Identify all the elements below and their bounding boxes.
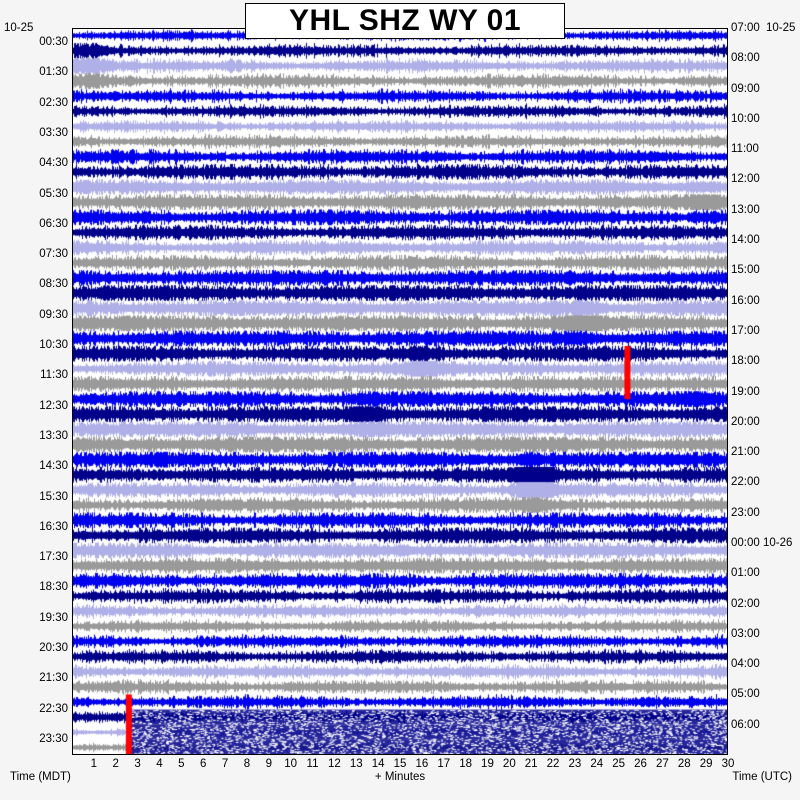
- right-tick-6: 13:00: [731, 203, 760, 216]
- minute-tick-11: 11: [306, 758, 319, 770]
- minute-tick-26: 26: [634, 758, 647, 770]
- right-tick-23: 06:00: [731, 718, 760, 731]
- right-tick-16: 23:00: [731, 506, 760, 519]
- right-tick-19: 02:00: [731, 597, 760, 610]
- right-tick-10: 17:00: [731, 324, 760, 337]
- right-tick-5: 12:00: [731, 173, 760, 186]
- left-tick-16: 16:30: [39, 520, 68, 533]
- left-tick-10: 10:30: [39, 339, 68, 352]
- right-tick-8: 15:00: [731, 264, 760, 277]
- left-tick-12: 12:30: [39, 399, 68, 412]
- right-axis-label: Time (UTC): [732, 771, 792, 783]
- right-tick-7: 14:00: [731, 234, 760, 247]
- minute-tick-20: 20: [502, 758, 516, 770]
- minute-tick-18: 18: [459, 758, 472, 770]
- left-tick-3: 03:30: [39, 127, 68, 140]
- right-tick-11: 18:00: [731, 355, 760, 368]
- minute-tick-1: 1: [90, 758, 98, 770]
- left-tick-17: 17:30: [39, 551, 68, 564]
- right-tick-0: 07:00: [731, 22, 760, 34]
- left-tick-0: 00:30: [39, 36, 68, 49]
- left-tick-23: 23:30: [39, 732, 68, 745]
- left-tick-6: 06:30: [39, 217, 68, 230]
- minute-tick-12: 12: [327, 758, 341, 770]
- left-tick-20: 20:30: [39, 641, 68, 654]
- x-axis-label: + Minutes: [374, 771, 426, 783]
- right-tick-18: 01:00: [731, 567, 760, 580]
- minute-tick-9: 9: [265, 758, 272, 770]
- left-tick-22: 22:30: [39, 702, 68, 715]
- left-tick-13: 13:30: [39, 429, 68, 442]
- minute-tick-25: 25: [612, 758, 626, 770]
- left-tick-1: 01:30: [39, 66, 68, 79]
- right-tick-9: 16:00: [731, 294, 760, 307]
- minute-tick-17: 17: [437, 758, 451, 770]
- left-tick-11: 11:30: [40, 369, 68, 382]
- station-title-box: YHL SHZ WY 01: [245, 3, 565, 39]
- minute-tick-27: 27: [655, 758, 669, 770]
- minute-tick-4: 4: [156, 758, 163, 770]
- minute-tick-16: 16: [415, 758, 429, 770]
- right-tick-14: 21:00: [731, 446, 760, 459]
- seismogram-canvas[interactable]: [72, 28, 728, 755]
- right-tick-13: 20:00: [731, 415, 760, 428]
- minute-tick-28: 28: [677, 758, 691, 770]
- right-tick-15: 22:00: [731, 476, 760, 489]
- right-tick-2: 09:00: [731, 82, 760, 95]
- minute-tick-7: 7: [221, 758, 229, 770]
- left-tick-7: 07:30: [39, 248, 68, 261]
- minute-tick-3: 3: [134, 758, 141, 770]
- seismogram-plot[interactable]: [72, 28, 728, 755]
- minute-tick-5: 5: [178, 758, 185, 770]
- left-tick-19: 19:30: [39, 611, 68, 624]
- minute-tick-2: 2: [112, 758, 119, 770]
- minute-tick-13: 13: [349, 758, 363, 770]
- date-label-right: 10-25: [766, 22, 796, 34]
- right-tick-17: 00:00 10-26: [731, 536, 793, 549]
- right-tick-4: 11:00: [731, 143, 759, 156]
- left-tick-14: 14:30: [39, 460, 68, 473]
- minute-tick-29: 29: [699, 758, 713, 770]
- minute-tick-15: 15: [393, 758, 407, 770]
- left-tick-21: 21:30: [39, 672, 68, 685]
- right-tick-1: 08:00: [731, 52, 760, 65]
- right-tick-21: 04:00: [731, 658, 760, 671]
- minute-tick-6: 6: [199, 758, 207, 770]
- left-tick-4: 04:30: [39, 157, 68, 170]
- left-tick-2: 02:30: [39, 96, 68, 109]
- minute-tick-10: 10: [284, 758, 298, 770]
- minute-tick-21: 21: [524, 758, 538, 770]
- left-tick-8: 08:30: [39, 278, 68, 291]
- right-tick-22: 05:00: [731, 688, 760, 701]
- date-label-left: 10-25: [4, 22, 34, 34]
- right-tick-3: 10:00: [731, 112, 760, 125]
- left-tick-5: 05:30: [39, 187, 68, 200]
- minute-tick-23: 23: [568, 758, 582, 770]
- left-tick-9: 09:30: [39, 308, 68, 321]
- right-tick-12: 19:00: [731, 385, 760, 398]
- minute-tick-24: 24: [590, 758, 604, 770]
- left-axis-label: Time (MDT): [10, 771, 71, 783]
- minute-tick-8: 8: [243, 758, 251, 770]
- minute-tick-22: 22: [546, 758, 560, 770]
- left-tick-15: 15:30: [39, 490, 68, 503]
- right-tick-20: 03:00: [731, 627, 760, 640]
- minute-tick-30: 30: [721, 758, 735, 770]
- page-title: YHL SHZ WY 01: [288, 4, 522, 37]
- minute-tick-14: 14: [371, 758, 385, 770]
- minute-tick-19: 19: [481, 758, 494, 770]
- left-tick-18: 18:30: [39, 581, 68, 594]
